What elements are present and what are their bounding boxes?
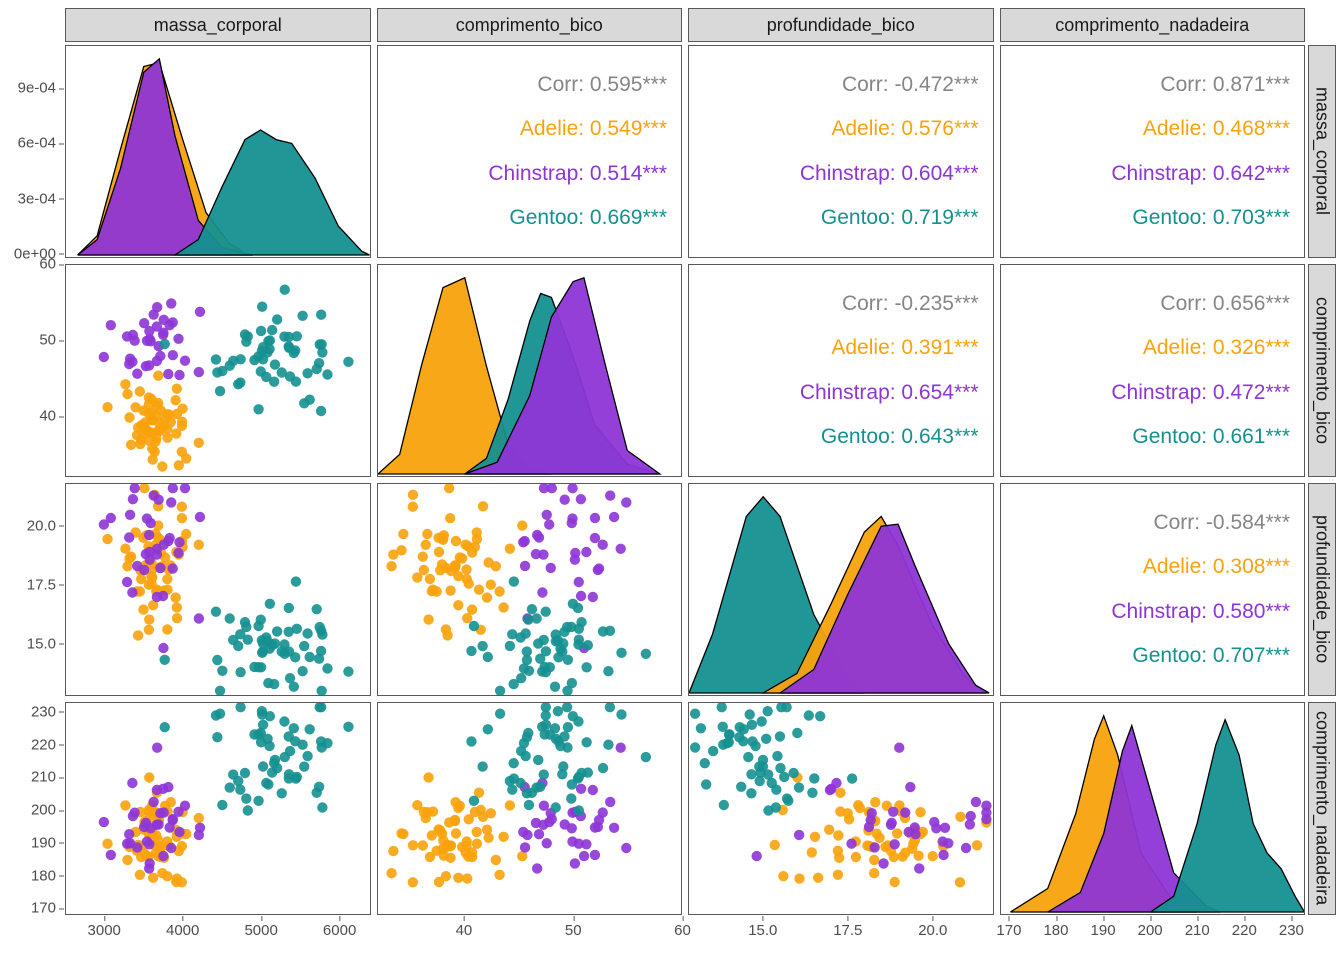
panel-r1-c3: Corr: 0.656*** Adelie: 0.326*** Chinstrap:… [1000,264,1306,477]
scatter-profundidade_bico-vs-comprimento_bico [378,484,682,695]
corr-text-r1c2-adelie: Adelie: 0.391*** [831,336,978,360]
strip-top-2: profundidade_bico [688,8,994,42]
strip-right-3: comprimento_nadadeira [1308,702,1336,915]
scatter-comprimento_bico-vs-massa_corporal [66,265,370,476]
corr-text-r0c2-chinstrap: Chinstrap: 0.604*** [800,162,979,186]
panel-r0-c2: Corr: -0.472*** Adelie: 0.576*** Chinstrap… [688,45,994,258]
x-axis-3: 170180190200210220230 [1000,918,1306,952]
strip-top-3: comprimento_nadadeira [1000,8,1306,42]
corr-text-r0c2-corr: Corr: -0.472*** [842,73,979,97]
panel-r3-c2 [688,702,994,915]
strip-right-2: profundidade_bico [1308,483,1336,696]
scatter-profundidade_bico-vs-massa_corporal [66,484,370,695]
panel-r2-c2 [688,483,994,696]
panel-r3-c0 [65,702,371,915]
x-axis-1: 405060 [377,918,683,952]
scatter-comprimento_nadadeira-vs-comprimento_bico [378,703,682,914]
strip-top-0: massa_corporal [65,8,371,42]
y-axis-2: 15.017.520.0 [8,483,62,696]
panel-r2-c3: Corr: -0.584*** Adelie: 0.308*** Chinstrap… [1000,483,1306,696]
corr-text-r1c2-chinstrap: Chinstrap: 0.654*** [800,381,979,405]
panel-r2-c1 [377,483,683,696]
panel-r1-c2: Corr: -0.235*** Adelie: 0.391*** Chinstrap… [688,264,994,477]
strip-right-0: massa_corporal [1308,45,1336,258]
corr-text-r0c1-gentoo: Gentoo: 0.669*** [509,206,667,230]
corr-text-r0c1-corr: Corr: 0.595*** [537,73,667,97]
strip-top-1: comprimento_bico [377,8,683,42]
corr-text-r1c2-corr: Corr: -0.235*** [842,292,979,316]
corr-text-r2c3-adelie: Adelie: 0.308*** [1143,555,1290,579]
corr-text-r2c3-corr: Corr: -0.584*** [1153,511,1290,535]
scatter-comprimento_nadadeira-vs-massa_corporal [66,703,370,914]
corr-text-r2c3-gentoo: Gentoo: 0.707*** [1132,644,1290,668]
corr-text-r1c3-corr: Corr: 0.656*** [1160,292,1290,316]
corr-text-r1c2-gentoo: Gentoo: 0.643*** [821,425,979,449]
pairs-plot: massa_corporalcomprimento_bicoprofundida… [8,8,1336,952]
scatter-comprimento_nadadeira-vs-profundidade_bico [689,703,993,914]
panel-r3-c3 [1000,702,1306,915]
corr-text-r1c3-adelie: Adelie: 0.326*** [1143,336,1290,360]
corr-text-r0c1-adelie: Adelie: 0.549*** [520,117,667,141]
corr-text-r2c3-chinstrap: Chinstrap: 0.580*** [1111,600,1290,624]
corr-text-r0c3-adelie: Adelie: 0.468*** [1143,117,1290,141]
panel-r3-c1 [377,702,683,915]
panel-r0-c0 [65,45,371,258]
corr-text-r0c3-chinstrap: Chinstrap: 0.642*** [1111,162,1290,186]
x-axis-2: 15.017.520.0 [688,918,994,952]
corr-text-r0c1-chinstrap: Chinstrap: 0.514*** [488,162,667,186]
panel-r1-c1 [377,264,683,477]
panel-r2-c0 [65,483,371,696]
y-axis-3: 170180190200210220230 [8,702,62,915]
panel-r0-c1: Corr: 0.595*** Adelie: 0.549*** Chinstrap:… [377,45,683,258]
strip-right-1: comprimento_bico [1308,264,1336,477]
y-axis-0: 0e+003e-046e-049e-04 [8,45,62,258]
corr-text-r1c3-chinstrap: Chinstrap: 0.472*** [1111,381,1290,405]
corr-text-r0c3-gentoo: Gentoo: 0.703*** [1132,206,1290,230]
corr-text-r0c3-corr: Corr: 0.871*** [1160,73,1290,97]
corr-text-r1c3-gentoo: Gentoo: 0.661*** [1132,425,1290,449]
corr-text-r0c2-adelie: Adelie: 0.576*** [831,117,978,141]
y-axis-1: 405060 [8,264,62,477]
panel-r1-c0 [65,264,371,477]
panel-r0-c3: Corr: 0.871*** Adelie: 0.468*** Chinstrap:… [1000,45,1306,258]
x-axis-0: 3000400050006000 [65,918,371,952]
density-gentoo [175,130,370,255]
corr-text-r0c2-gentoo: Gentoo: 0.719*** [821,206,979,230]
